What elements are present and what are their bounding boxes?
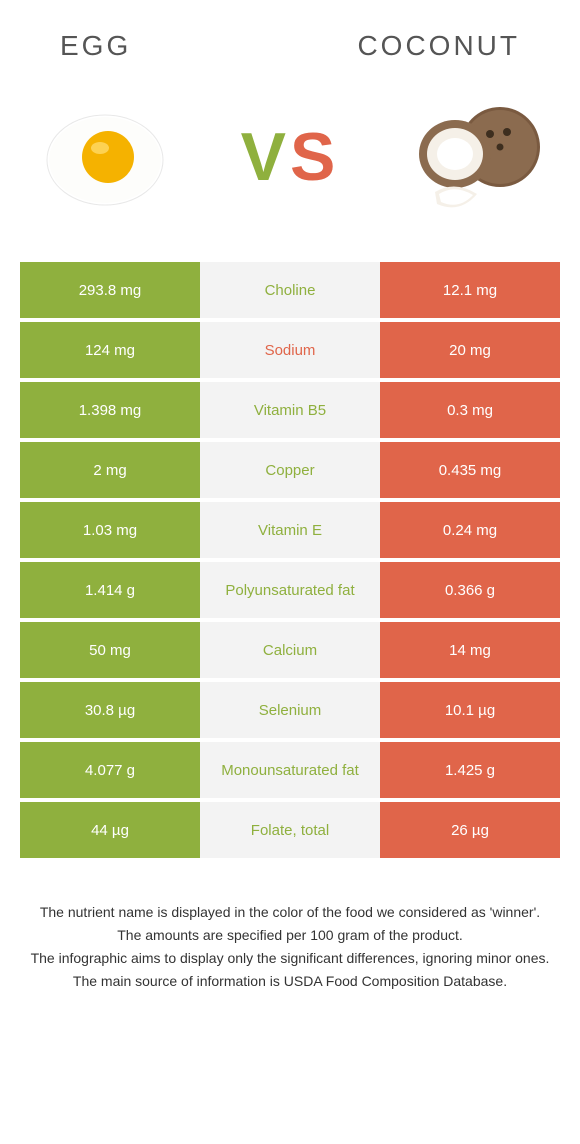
vs-label: VS — [241, 118, 340, 196]
vs-s: S — [290, 119, 339, 195]
table-row: 124 mgSodium20 mg — [20, 322, 560, 378]
left-value: 293.8 mg — [20, 262, 200, 318]
table-row: 1.414 gPolyunsaturated fat0.366 g — [20, 562, 560, 618]
right-value: 0.3 mg — [380, 382, 560, 438]
right-value: 26 µg — [380, 802, 560, 858]
left-value: 2 mg — [20, 442, 200, 498]
coconut-image — [400, 82, 550, 232]
nutrient-name: Copper — [200, 442, 380, 498]
egg-image — [30, 82, 180, 232]
left-value: 30.8 µg — [20, 682, 200, 738]
nutrient-name: Sodium — [200, 322, 380, 378]
footer-line-4: The main source of information is USDA F… — [30, 971, 550, 992]
nutrient-name: Folate, total — [200, 802, 380, 858]
right-value: 0.366 g — [380, 562, 560, 618]
right-value: 10.1 µg — [380, 682, 560, 738]
right-value: 1.425 g — [380, 742, 560, 798]
nutrient-name: Selenium — [200, 682, 380, 738]
vs-row: VS — [0, 72, 580, 262]
nutrient-name: Choline — [200, 262, 380, 318]
table-row: 4.077 gMonounsaturated fat1.425 g — [20, 742, 560, 798]
nutrient-table: 293.8 mgCholine12.1 mg124 mgSodium20 mg1… — [0, 262, 580, 862]
left-value: 50 mg — [20, 622, 200, 678]
right-food-title: COCONUT — [357, 30, 520, 62]
table-row: 1.03 mgVitamin E0.24 mg — [20, 502, 560, 558]
right-value: 0.435 mg — [380, 442, 560, 498]
left-value: 4.077 g — [20, 742, 200, 798]
table-row: 50 mgCalcium14 mg — [20, 622, 560, 678]
footer-notes: The nutrient name is displayed in the co… — [0, 862, 580, 1014]
footer-line-1: The nutrient name is displayed in the co… — [30, 902, 550, 923]
right-value: 20 mg — [380, 322, 560, 378]
right-value: 14 mg — [380, 622, 560, 678]
vs-v: V — [241, 119, 290, 195]
left-value: 1.414 g — [20, 562, 200, 618]
table-row: 2 mgCopper0.435 mg — [20, 442, 560, 498]
footer-line-3: The infographic aims to display only the… — [30, 948, 550, 969]
left-value: 1.03 mg — [20, 502, 200, 558]
nutrient-name: Monounsaturated fat — [200, 742, 380, 798]
right-value: 0.24 mg — [380, 502, 560, 558]
nutrient-name: Polyunsaturated fat — [200, 562, 380, 618]
footer-line-2: The amounts are specified per 100 gram o… — [30, 925, 550, 946]
left-value: 1.398 mg — [20, 382, 200, 438]
nutrient-name: Calcium — [200, 622, 380, 678]
left-food-title: EGG — [60, 30, 131, 62]
table-row: 44 µgFolate, total26 µg — [20, 802, 560, 858]
nutrient-name: Vitamin E — [200, 502, 380, 558]
right-value: 12.1 mg — [380, 262, 560, 318]
nutrient-name: Vitamin B5 — [200, 382, 380, 438]
table-row: 293.8 mgCholine12.1 mg — [20, 262, 560, 318]
table-row: 30.8 µgSelenium10.1 µg — [20, 682, 560, 738]
header: EGG COCONUT — [0, 0, 580, 72]
table-row: 1.398 mgVitamin B50.3 mg — [20, 382, 560, 438]
left-value: 124 mg — [20, 322, 200, 378]
left-value: 44 µg — [20, 802, 200, 858]
